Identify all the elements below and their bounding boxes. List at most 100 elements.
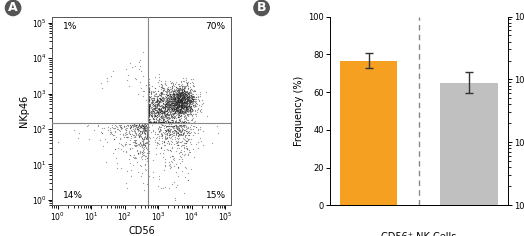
Point: [134, 125, 142, 129]
Point: [176, 109, 184, 113]
Point: [154, 113, 162, 116]
Point: [186, 97, 194, 101]
Point: [177, 94, 185, 98]
Point: [156, 120, 165, 124]
Point: [137, 129, 146, 133]
Point: [177, 129, 185, 133]
Point: [165, 93, 173, 96]
Point: [172, 132, 181, 136]
Point: [174, 93, 182, 97]
Point: [150, 86, 159, 90]
Point: [160, 97, 168, 101]
Point: [158, 90, 166, 94]
Point: [166, 93, 174, 96]
Point: [177, 94, 185, 98]
Point: [162, 118, 171, 122]
Point: [172, 131, 181, 135]
Point: [156, 99, 164, 102]
Point: [155, 100, 163, 104]
Point: [174, 96, 183, 100]
Point: [104, 128, 112, 132]
Point: [161, 134, 170, 138]
Point: [140, 126, 148, 129]
Point: [166, 120, 174, 124]
Point: [153, 99, 161, 102]
Point: [176, 133, 184, 137]
Point: [168, 120, 177, 124]
Point: [180, 124, 188, 128]
Point: [163, 113, 172, 117]
Point: [140, 141, 149, 145]
Point: [166, 104, 174, 108]
Point: [162, 118, 171, 122]
Point: [179, 101, 187, 105]
Point: [145, 126, 154, 129]
Point: [132, 123, 140, 127]
Point: [189, 97, 197, 101]
Point: [176, 130, 184, 134]
Point: [163, 120, 172, 124]
Point: [160, 111, 168, 114]
Point: [114, 127, 123, 131]
Point: [157, 107, 166, 111]
Point: [165, 97, 173, 101]
Point: [183, 147, 191, 151]
Point: [173, 97, 182, 100]
Point: [180, 89, 188, 93]
Point: [154, 94, 162, 98]
Point: [140, 142, 149, 145]
Point: [161, 107, 169, 111]
Point: [173, 100, 182, 104]
Point: [171, 196, 179, 200]
Point: [161, 106, 169, 110]
Point: [164, 110, 172, 114]
Point: [180, 93, 189, 97]
Point: [187, 123, 195, 127]
Point: [194, 106, 202, 110]
Point: [179, 87, 188, 91]
Point: [179, 107, 188, 110]
Point: [167, 107, 175, 111]
Point: [162, 105, 170, 108]
Point: [167, 121, 175, 125]
Point: [172, 91, 180, 95]
Point: [191, 103, 199, 106]
Point: [140, 124, 148, 128]
Point: [176, 100, 184, 104]
Point: [180, 123, 188, 127]
Point: [184, 86, 192, 90]
Point: [167, 94, 176, 98]
Point: [148, 90, 157, 94]
Point: [178, 105, 187, 109]
Point: [135, 134, 143, 138]
Point: [161, 99, 170, 103]
Point: [154, 89, 162, 93]
Point: [181, 145, 190, 148]
Point: [151, 108, 159, 112]
Point: [180, 92, 189, 96]
Point: [185, 93, 194, 97]
Point: [171, 97, 179, 101]
Point: [174, 113, 183, 117]
Point: [136, 141, 144, 145]
Point: [180, 100, 189, 104]
Point: [169, 94, 177, 98]
Point: [181, 101, 190, 105]
Point: [156, 97, 164, 101]
Point: [187, 98, 195, 101]
Point: [141, 83, 150, 87]
Point: [140, 123, 148, 127]
Point: [172, 129, 181, 133]
Point: [170, 102, 179, 106]
Point: [180, 95, 189, 99]
Point: [140, 128, 149, 132]
Point: [172, 124, 181, 128]
Point: [167, 115, 176, 119]
Point: [167, 108, 176, 112]
Point: [116, 137, 125, 141]
Point: [136, 132, 145, 136]
Point: [173, 109, 182, 112]
Point: [174, 98, 182, 101]
Point: [148, 109, 156, 112]
Point: [160, 139, 169, 143]
